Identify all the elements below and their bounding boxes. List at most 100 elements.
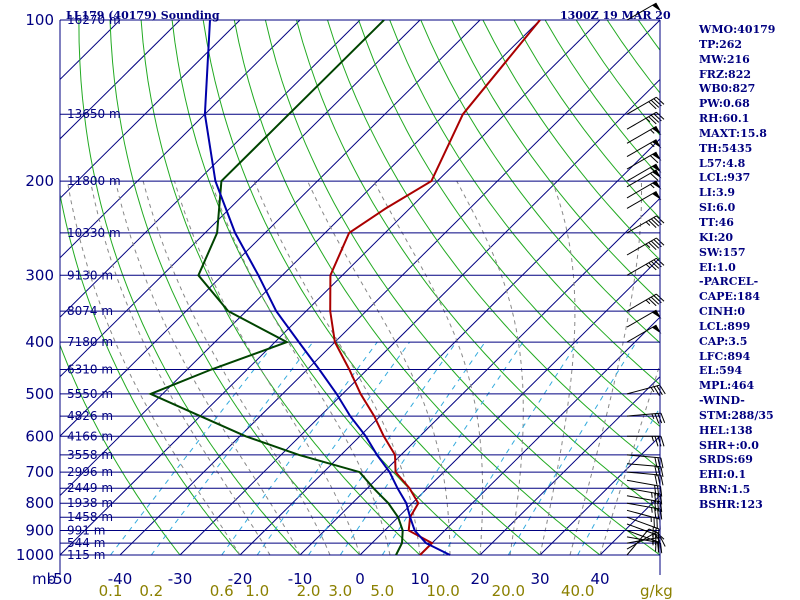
pressure-label: 500 — [25, 385, 54, 403]
index-item: SRDS:69 — [699, 453, 753, 467]
isotherm-line — [299, 197, 660, 556]
wind-barb-half — [650, 184, 655, 189]
wind-barb-full — [653, 386, 660, 396]
isotherm-line — [60, 20, 181, 140]
wind-barb — [626, 324, 662, 343]
mixing-ratio-line — [110, 341, 276, 556]
isotherm-line — [239, 138, 660, 556]
wind-barb — [626, 463, 664, 477]
wind-barb — [626, 139, 662, 158]
wind-barb-staff — [626, 2, 657, 21]
index-item: MAXT:15.8 — [699, 126, 767, 140]
temperature-tick-label: 30 — [530, 570, 549, 588]
height-label: 10330 m — [67, 226, 121, 240]
wind-barb-full — [652, 526, 654, 538]
sounding-profiles — [148, 20, 541, 556]
index-item: KI:20 — [699, 230, 734, 244]
wind-barb-full — [654, 465, 658, 477]
mixing-ratio-label: 0.2 — [139, 582, 163, 600]
wind-barb — [626, 190, 662, 209]
index-item: BRN:1.5 — [699, 483, 751, 497]
wind-barb-full — [654, 474, 658, 485]
mixing-ratio-label: 1.0 — [245, 582, 269, 600]
wind-barb — [626, 237, 665, 256]
mixing-ratio-line — [221, 341, 378, 556]
dry-adiabat-lines — [60, 20, 660, 556]
wind-barb-full — [660, 486, 663, 497]
index-item: MW:216 — [699, 52, 750, 66]
wind-barb-staff — [626, 536, 661, 544]
pressure-unit-label: mb — [32, 570, 56, 588]
wind-barb-full — [659, 384, 666, 395]
height-label: 9130 m — [67, 268, 113, 282]
temperature-tick-label: 0 — [355, 570, 365, 588]
wind-barb-full — [657, 528, 660, 540]
index-item: MPL:464 — [699, 379, 755, 393]
wind-barb-flag — [652, 325, 662, 334]
pressure-label: 100 — [25, 11, 54, 29]
height-label: 4826 m — [67, 409, 113, 423]
height-label: 16270 m — [67, 13, 121, 27]
index-item: WB0:827 — [699, 82, 756, 96]
wind-barb-staff — [626, 151, 657, 170]
index-item: FRZ:822 — [699, 67, 752, 81]
temperature-labels: -50 -40 -30 -20 -10 0 10 20 30 40 — [48, 570, 610, 588]
isotherm-line — [359, 257, 660, 556]
height-labels: 16270 m 13650 m 11800 m 10330 m 9130 m 8074 m… — [67, 13, 121, 562]
wind-barb-full — [654, 492, 657, 504]
moist-adiabat — [599, 362, 660, 556]
isotherm-line — [119, 20, 660, 556]
wind-barb-full — [650, 260, 660, 269]
index-item: LI:3.9 — [699, 186, 736, 200]
wind-barb-half — [651, 436, 654, 442]
wind-barb-full — [648, 220, 657, 228]
mixing-ratio-label: 0.1 — [99, 582, 123, 600]
index-item: LFC:894 — [699, 349, 751, 363]
wind-barb-half — [650, 129, 655, 134]
height-label: 13650 m — [67, 107, 121, 121]
wind-barb — [627, 435, 665, 447]
wind-barb-flag — [652, 191, 662, 201]
isotherm-line — [60, 20, 301, 259]
wind-barb-full — [650, 296, 660, 305]
wind-barb-half — [645, 221, 651, 226]
wind-barb-flag — [652, 3, 662, 12]
mixing-ratio-line — [150, 341, 314, 556]
wind-barb-half — [651, 500, 653, 506]
pressure-label: 900 — [25, 522, 54, 540]
mixing-ratio-label: 40.0 — [561, 582, 594, 600]
height-label: 6310 m — [67, 363, 113, 377]
index-item: LCL:937 — [699, 171, 751, 185]
mixing-ratio-label: 10.0 — [426, 582, 459, 600]
wind-barb-full — [648, 116, 657, 125]
height-label: 7180 m — [67, 335, 113, 349]
pressure-label: 600 — [25, 427, 54, 445]
wind-barb-full — [650, 240, 660, 249]
wind-barb-full — [648, 242, 657, 251]
temperature-tick-label: -30 — [168, 570, 193, 588]
wind-barb-half — [645, 243, 651, 248]
mixing-ratio-label: 3.0 — [328, 582, 352, 600]
pressure-label: 800 — [25, 494, 54, 512]
index-item: SHR+:0.0 — [699, 438, 759, 452]
wind-barb-full — [654, 500, 657, 512]
dry-adiabat — [264, 20, 660, 556]
mixing-ratio-line — [442, 341, 579, 556]
mixing-ratio-label: 0.6 — [210, 582, 234, 600]
moist-adiabat — [569, 181, 642, 556]
wind-barb — [626, 125, 662, 144]
wind-barb-full — [654, 457, 658, 468]
wind-barb-full — [650, 167, 659, 176]
wind-barb-staff — [626, 528, 650, 556]
isobar-lines — [60, 19, 660, 556]
wind-barb-flag — [652, 164, 662, 173]
index-item: SI:6.0 — [699, 201, 736, 215]
wind-barb — [626, 309, 662, 328]
wind-barb-full — [648, 101, 657, 110]
wind-barb — [626, 215, 665, 234]
moist-adiabat — [373, 180, 484, 556]
isotherm-line — [60, 20, 481, 437]
height-label: 1458 m — [67, 510, 113, 524]
wind-barb — [626, 509, 661, 530]
wind-barb-full — [660, 542, 663, 554]
